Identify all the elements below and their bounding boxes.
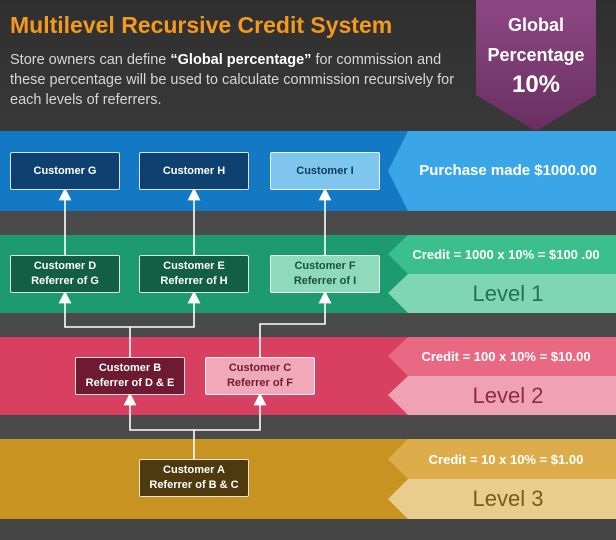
band-gap [0, 313, 616, 337]
badge-line1: Global [507, 15, 564, 35]
badge-line2: Percentage [487, 45, 585, 65]
node-customer-h: Customer H [139, 152, 249, 190]
desc-post: for commission and these percentage will… [10, 52, 455, 108]
description: Store owners can define “Global percenta… [10, 50, 470, 110]
node-line2: Referrer of D & E [85, 377, 175, 389]
node-customer-a: Customer A Referrer of B & C [139, 459, 249, 497]
level3-credit-panel [388, 439, 616, 479]
level1-credit-text: Credit = 1000 x 10% = $100 .00 [412, 247, 600, 262]
node-line1: Customer E [163, 260, 225, 272]
band-gap [0, 211, 616, 235]
node-line1: Customer F [294, 260, 356, 272]
node-line2: Referrer of I [293, 275, 357, 287]
level2-label: Level 2 [472, 383, 544, 408]
node-customer-f: Customer F Referrer of I [270, 255, 380, 293]
level1-label: Level 1 [472, 281, 544, 306]
node-customer-d: Customer D Referrer of G [10, 255, 120, 293]
level3-credit-text: Credit = 10 x 10% = $1.00 [428, 452, 584, 467]
band-gap [0, 415, 616, 439]
node-line2: Referrer of G [31, 275, 99, 287]
node-customer-i: Customer I [270, 152, 380, 190]
node-line2: Referrer of H [160, 275, 228, 287]
node-line1: Customer D [33, 260, 97, 272]
level3-level-panel [388, 479, 616, 519]
arrow-a-b [123, 392, 195, 459]
arrow-c-f [259, 290, 332, 357]
level3-label: Level 3 [472, 486, 544, 511]
global-percentage-badge: Global Percentage 10% [476, 0, 596, 131]
level1-level-panel [388, 274, 616, 313]
purchase-panel [388, 131, 616, 211]
arrow-a-c [194, 392, 267, 431]
node-customer-b: Customer B Referrer of D & E [75, 357, 185, 395]
arrow-b-d [58, 290, 131, 357]
purchase-text: Purchase made $1000.00 [419, 162, 597, 179]
node-line1: Customer H [162, 164, 226, 177]
arrow-b-e [130, 290, 201, 328]
node-line2: Referrer of F [226, 377, 294, 389]
badge-value: 10% [511, 71, 561, 98]
node-line1: Customer B [98, 362, 162, 374]
level1-credit-panel [388, 235, 616, 274]
node-customer-c: Customer C Referrer of F [205, 357, 315, 395]
node-customer-e: Customer E Referrer of H [139, 255, 249, 293]
node-line1: Customer G [33, 164, 97, 177]
level2-credit-panel [388, 337, 616, 376]
node-customer-g: Customer G [10, 152, 120, 190]
desc-highlight: “Global percentage” [170, 52, 312, 68]
badge-shape [476, 0, 596, 131]
node-line2: Referrer of B & C [149, 479, 239, 491]
level2-level-panel [388, 376, 616, 415]
page-title: Multilevel Recursive Credit System [10, 12, 393, 38]
node-line1: Customer A [163, 464, 225, 476]
level2-credit-text: Credit = 100 x 10% = $10.00 [421, 349, 591, 364]
node-line1: Customer C [228, 362, 292, 374]
desc-pre: Store owners can define [10, 52, 171, 68]
node-line1: Customer I [296, 164, 354, 177]
